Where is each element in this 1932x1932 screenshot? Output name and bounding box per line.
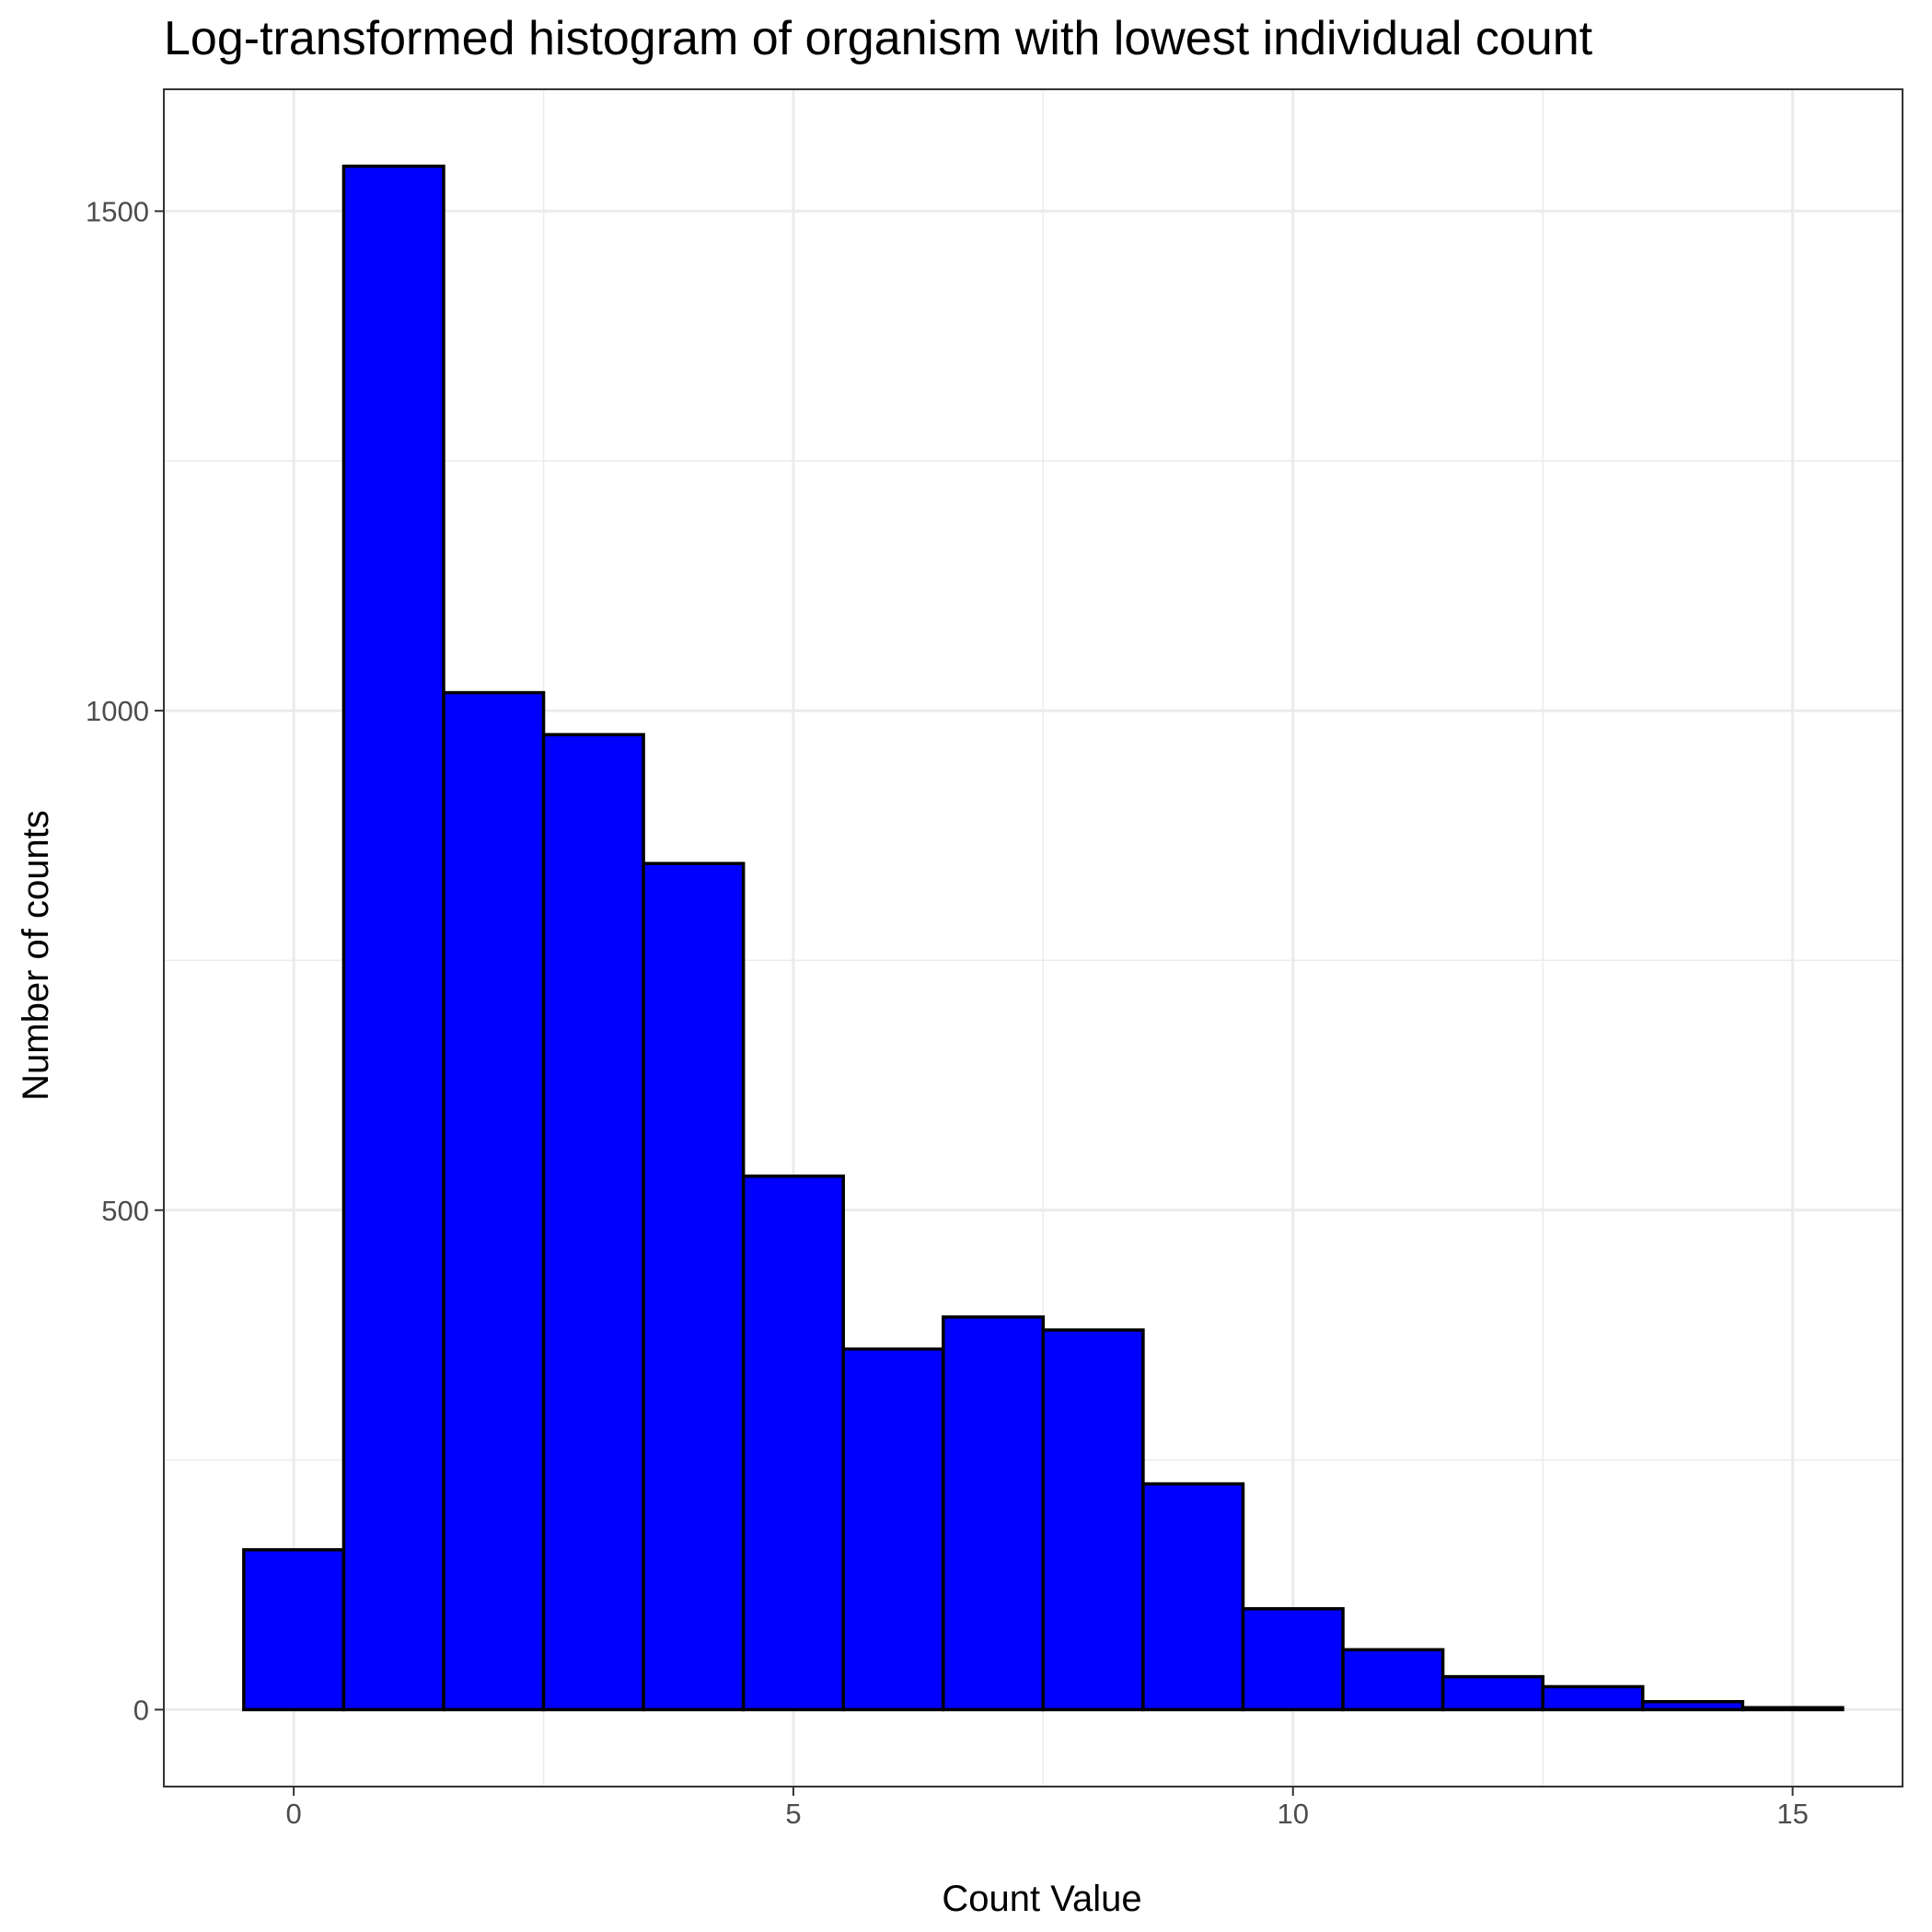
histogram-bar xyxy=(841,1347,945,1712)
y-axis-title: Number of counts xyxy=(16,810,56,1101)
y-tick-label: 1000 xyxy=(86,695,149,727)
x-tick-label: 15 xyxy=(1776,1798,1808,1830)
x-axis-title: Count Value xyxy=(942,1879,1141,1919)
histogram-bar xyxy=(1341,1648,1445,1712)
histogram-bar xyxy=(442,690,546,1712)
y-tick-label: 500 xyxy=(101,1195,149,1227)
histogram-bar xyxy=(642,862,746,1712)
x-tick-label: 10 xyxy=(1278,1798,1309,1830)
chart-title: Log-transformed histogram of organism wi… xyxy=(164,12,1593,65)
histogram-bar xyxy=(741,1174,845,1712)
histogram-bar xyxy=(1141,1482,1245,1712)
x-tick-label: 0 xyxy=(286,1798,302,1830)
panel-border xyxy=(163,88,1903,1787)
histogram-bar xyxy=(242,1548,346,1712)
histogram-bar xyxy=(1041,1328,1145,1712)
y-tick-label: 1500 xyxy=(86,195,149,227)
x-tick-label: 5 xyxy=(785,1798,801,1830)
histogram-bar xyxy=(942,1315,1046,1712)
y-tick-label: 0 xyxy=(133,1694,149,1726)
histogram-bar xyxy=(1241,1607,1345,1712)
histogram-bar xyxy=(1440,1674,1544,1712)
histogram-bar xyxy=(541,733,645,1712)
histogram-bar xyxy=(341,164,445,1712)
histogram-bar xyxy=(1640,1699,1745,1712)
histogram-bar xyxy=(1741,1706,1845,1712)
axes: 0 5 10 15 0 500 1000 1500 xyxy=(86,195,1809,1830)
histogram-bar xyxy=(1541,1684,1645,1712)
histogram-bars xyxy=(242,164,1845,1712)
